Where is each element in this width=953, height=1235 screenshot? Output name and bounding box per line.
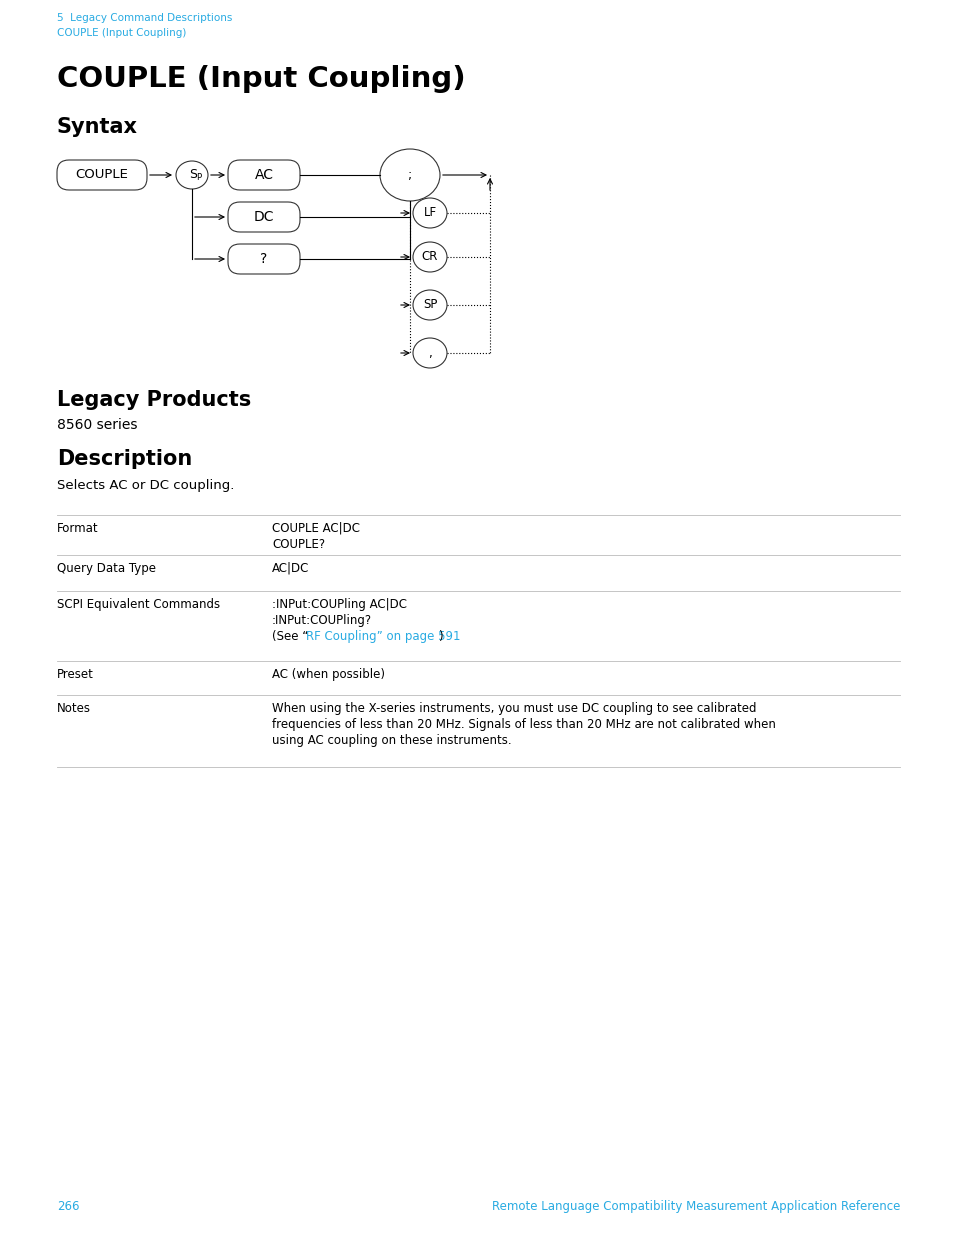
Text: :INPut:COUPling?: :INPut:COUPling? (272, 614, 372, 627)
Text: Query Data Type: Query Data Type (57, 562, 156, 576)
Text: ;: ; (408, 168, 412, 182)
Text: using AC coupling on these instruments.: using AC coupling on these instruments. (272, 734, 511, 747)
Text: ): ) (437, 630, 442, 643)
Text: Notes: Notes (57, 701, 91, 715)
Text: AC: AC (254, 168, 274, 182)
Text: ,: , (428, 347, 432, 359)
Text: frequencies of less than 20 MHz. Signals of less than 20 MHz are not calibrated : frequencies of less than 20 MHz. Signals… (272, 718, 775, 731)
FancyBboxPatch shape (228, 161, 299, 190)
Text: S: S (189, 168, 196, 180)
Text: Description: Description (57, 450, 193, 469)
Text: AC (when possible): AC (when possible) (272, 668, 385, 680)
Text: COUPLE (Input Coupling): COUPLE (Input Coupling) (57, 65, 465, 93)
Text: Selects AC or DC coupling.: Selects AC or DC coupling. (57, 479, 234, 492)
Text: SCPI Equivalent Commands: SCPI Equivalent Commands (57, 598, 220, 611)
Text: Remote Language Compatibility Measurement Application Reference: Remote Language Compatibility Measuremen… (491, 1200, 899, 1213)
Text: LF: LF (423, 206, 436, 220)
Text: SP: SP (422, 299, 436, 311)
Text: Format: Format (57, 522, 98, 535)
Ellipse shape (379, 149, 439, 201)
Text: P: P (195, 173, 201, 183)
Text: (See “: (See “ (272, 630, 308, 643)
Text: 8560 series: 8560 series (57, 417, 137, 432)
Text: ?: ? (260, 252, 268, 266)
Text: 5  Legacy Command Descriptions: 5 Legacy Command Descriptions (57, 14, 233, 23)
Text: COUPLE (Input Coupling): COUPLE (Input Coupling) (57, 28, 186, 38)
Ellipse shape (413, 242, 447, 272)
Text: Legacy Products: Legacy Products (57, 390, 251, 410)
Text: RF Coupling” on page 591: RF Coupling” on page 591 (306, 630, 460, 643)
Text: CR: CR (421, 251, 437, 263)
Ellipse shape (175, 161, 208, 189)
Ellipse shape (413, 290, 447, 320)
Text: AC|DC: AC|DC (272, 562, 309, 576)
Text: :INPut:COUPling AC|DC: :INPut:COUPling AC|DC (272, 598, 407, 611)
FancyBboxPatch shape (228, 245, 299, 274)
Text: DC: DC (253, 210, 274, 224)
FancyBboxPatch shape (228, 203, 299, 232)
FancyBboxPatch shape (57, 161, 147, 190)
Text: Syntax: Syntax (57, 117, 138, 137)
Ellipse shape (413, 198, 447, 228)
Text: COUPLE?: COUPLE? (272, 538, 325, 551)
Ellipse shape (413, 338, 447, 368)
Text: 266: 266 (57, 1200, 79, 1213)
Text: When using the X-series instruments, you must use DC coupling to see calibrated: When using the X-series instruments, you… (272, 701, 756, 715)
Text: COUPLE: COUPLE (75, 168, 129, 182)
Text: Preset: Preset (57, 668, 93, 680)
Text: COUPLE AC|DC: COUPLE AC|DC (272, 522, 359, 535)
